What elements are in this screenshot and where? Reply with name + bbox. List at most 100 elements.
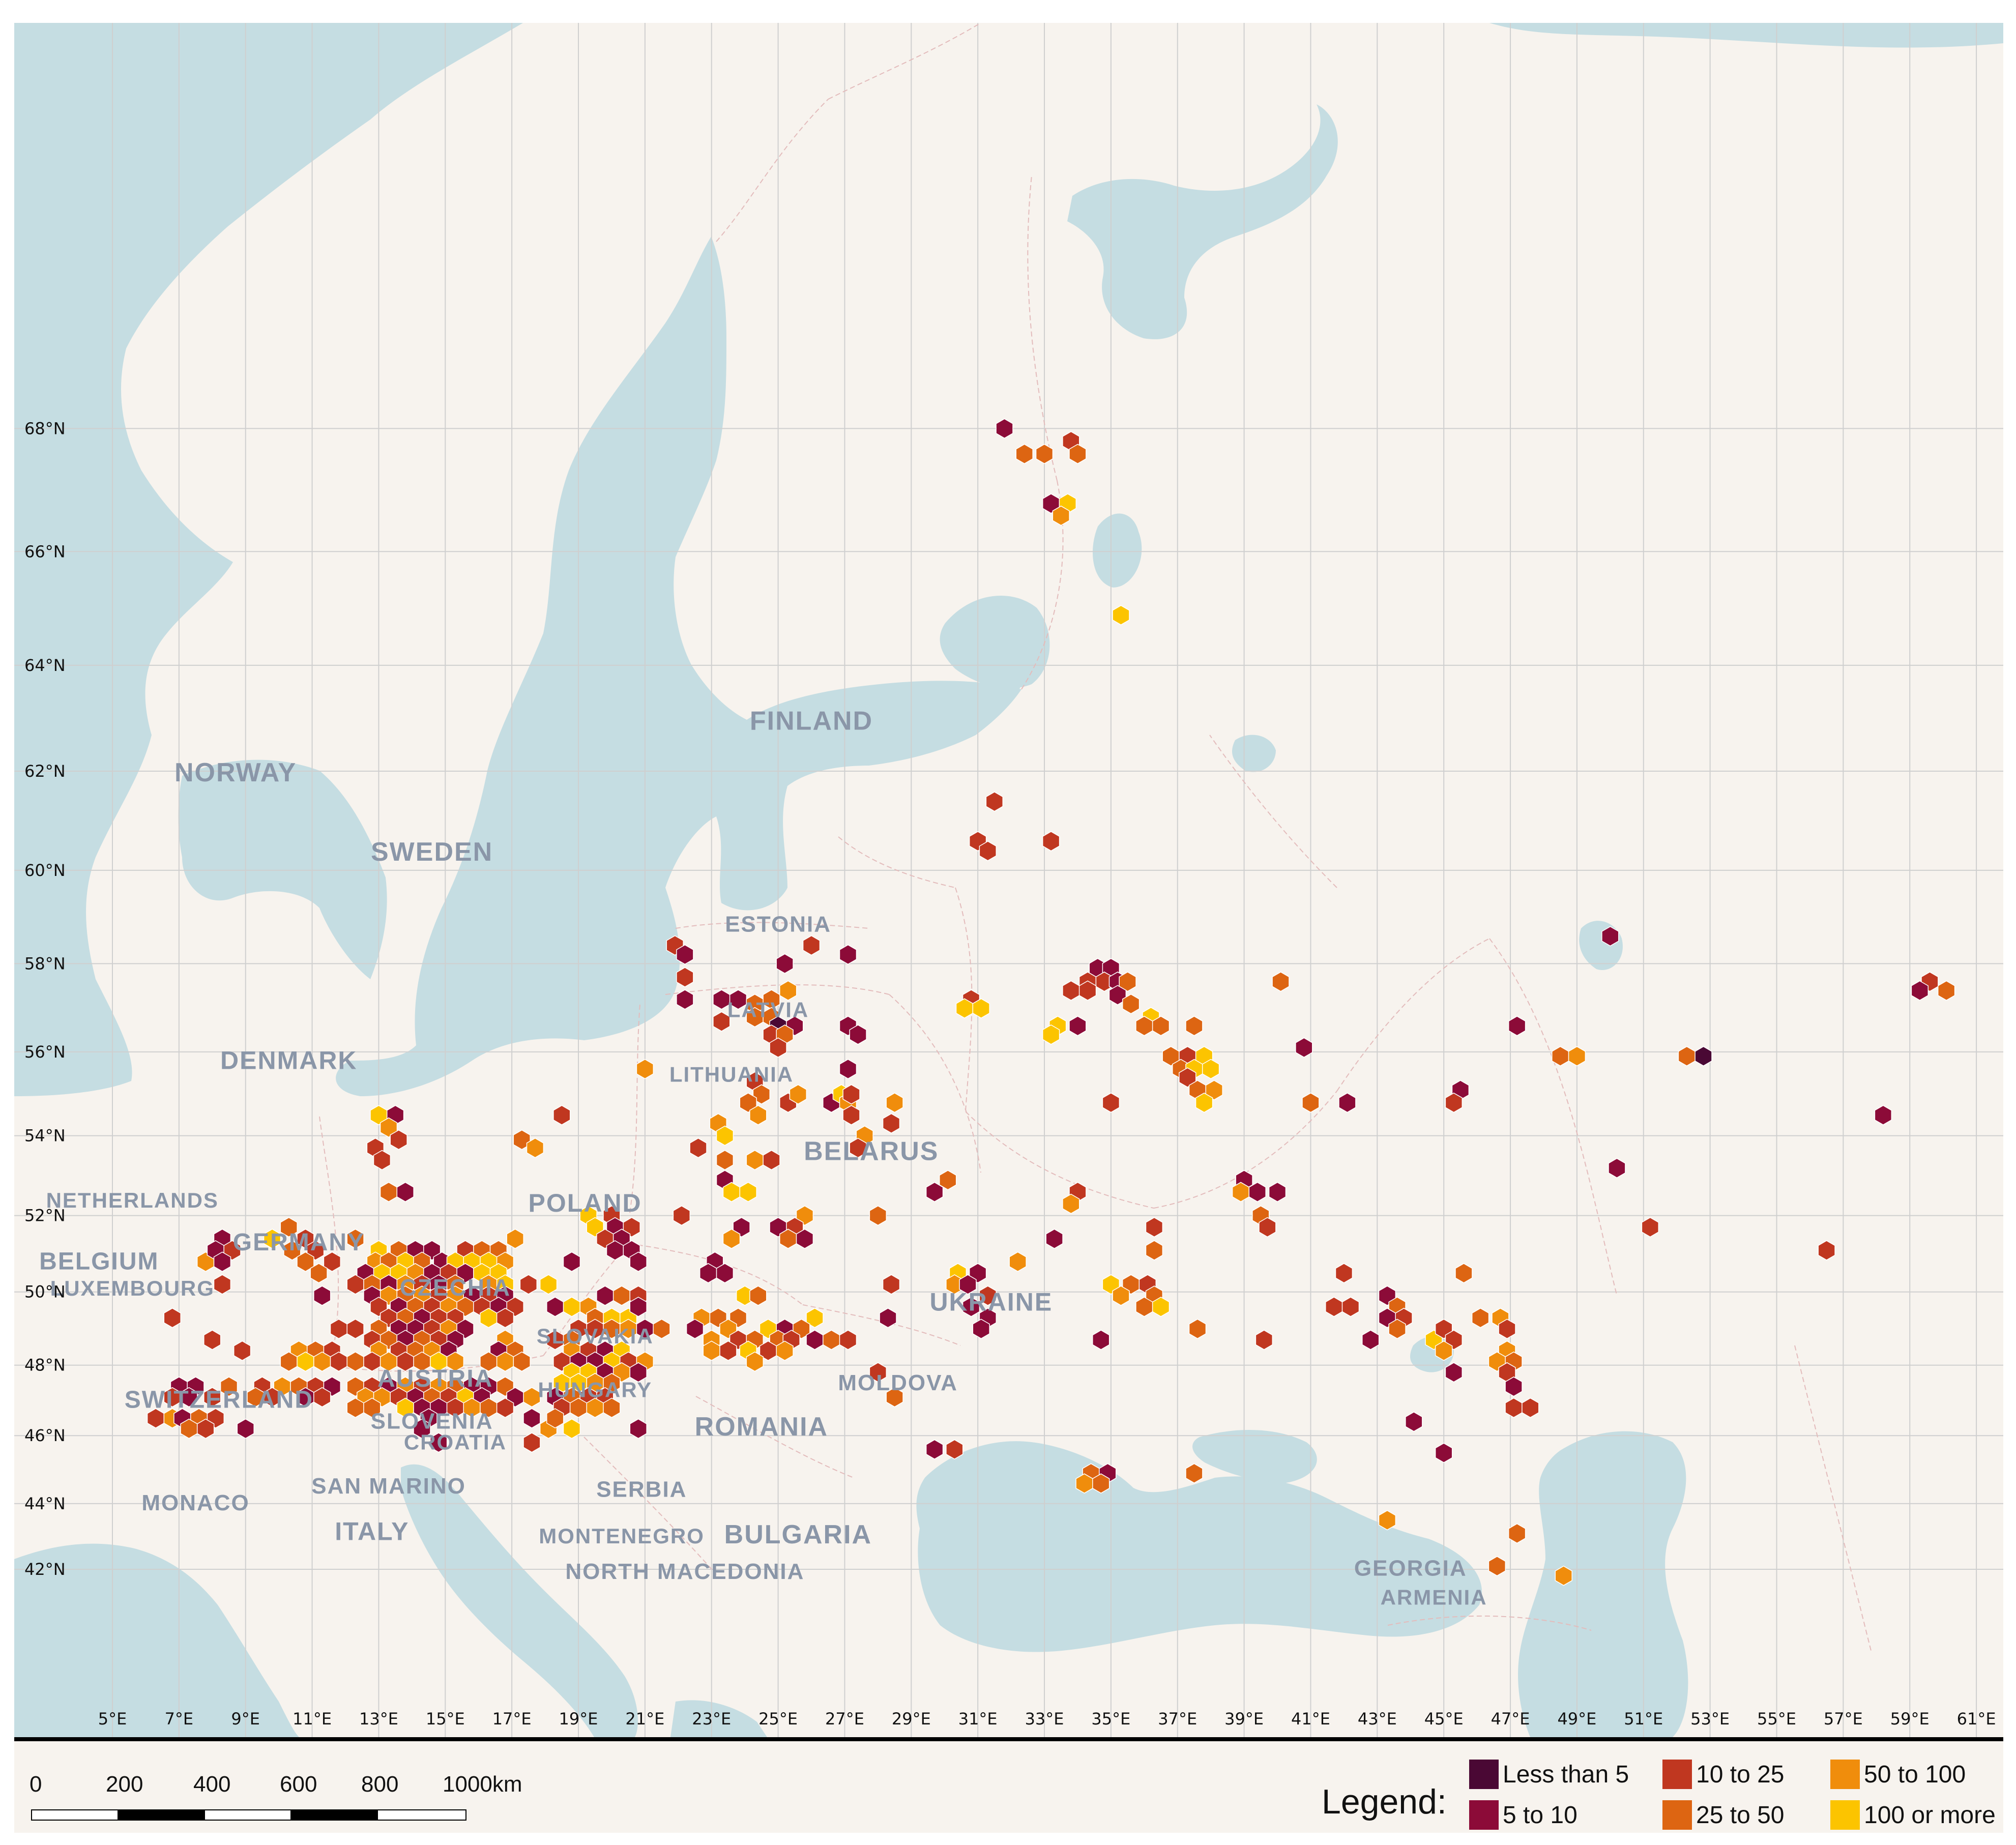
lon-label: 27°E <box>825 1709 864 1729</box>
hexbin-cell <box>1505 1376 1523 1397</box>
hexbin-cell <box>979 1285 997 1306</box>
country-label-estonia: ESTONIA <box>725 912 831 936</box>
hexbin-cell <box>939 1169 957 1190</box>
hexbin-cell <box>763 1150 780 1170</box>
hexbin-cell <box>526 1137 544 1158</box>
hexbin-cell <box>396 1182 414 1203</box>
legend-label: 25 to 50 <box>1696 1801 1785 1829</box>
scale-label-1000km: 1000km <box>443 1772 522 1797</box>
hexbin-cell <box>430 1432 448 1453</box>
hexbin-cell <box>1092 1473 1110 1494</box>
hexbin-cell <box>1608 1158 1626 1179</box>
lon-label: 53°E <box>1690 1709 1730 1729</box>
hexbin-cell <box>1818 1240 1835 1261</box>
hexbin-cell <box>1302 1092 1320 1113</box>
legend-item-50-to-100: 50 to 100 <box>1830 1758 1966 1791</box>
legend-swatch <box>1469 1800 1499 1830</box>
hexbin-cell <box>1259 1217 1276 1238</box>
sea-layer <box>14 23 2003 1737</box>
hexbin-cell <box>722 1228 741 1249</box>
scale-segment-4 <box>290 1809 378 1821</box>
legend-title: Legend: <box>1322 1782 1447 1821</box>
ligurian-sea <box>14 1543 299 1737</box>
lon-label: 19°E <box>559 1709 598 1729</box>
hexbin-cell <box>1522 1397 1539 1418</box>
hexbin-cell <box>776 953 794 974</box>
hexbin-cell <box>1641 1217 1659 1238</box>
lat-label: 54°N <box>24 1126 66 1146</box>
country-label-italy: ITALY <box>335 1517 409 1545</box>
hexbin-cell <box>513 1129 531 1150</box>
hexbin-cell <box>1508 1015 1526 1036</box>
hexbin-cell <box>719 1340 737 1361</box>
hexbin-cell <box>1112 605 1130 626</box>
hexbin-cell <box>506 1228 524 1249</box>
map-frame[interactable]: NORWAY SWEDEN FINLAND DENMARK ESTONIA LATVIA L… <box>14 23 2003 1737</box>
lon-label: 37°E <box>1158 1709 1197 1729</box>
hexbin-cell <box>879 1307 897 1328</box>
rybinsk-reservoir <box>1232 735 1276 772</box>
lon-label: 55°E <box>1757 1709 1796 1729</box>
hexbin-cell <box>629 1362 647 1383</box>
hexbin-cell <box>513 1351 531 1372</box>
hexbin-cell <box>1119 971 1136 992</box>
country-label-finland: FINLAND <box>750 706 873 736</box>
legend-item-less-than-5: Less than 5 <box>1469 1758 1629 1791</box>
hexbin-cell <box>925 1439 944 1460</box>
barents-sea <box>1489 23 2003 48</box>
country-label-hungary: HUNGARY <box>538 1378 652 1402</box>
hexbin-cell <box>1202 1059 1220 1079</box>
hexbin-cell <box>1052 505 1070 526</box>
hexbin-cell <box>496 1307 514 1328</box>
baltic-sea <box>336 237 1021 1096</box>
hexbin-cell <box>1937 980 1955 1001</box>
hexbin-cell <box>263 1387 281 1408</box>
map-bottom-rule <box>14 1737 2003 1741</box>
hexbin-cell <box>959 1274 977 1295</box>
hexbin-cell <box>676 967 694 987</box>
hexbin-cell <box>962 1297 980 1317</box>
hexbin-cell <box>1188 1319 1207 1339</box>
hexbin-cell <box>213 1274 231 1295</box>
hexbin-cell <box>523 1408 541 1428</box>
legend-label: 10 to 25 <box>1696 1761 1785 1788</box>
hexbin-cell <box>196 1418 215 1439</box>
hexbin-cell <box>1035 444 1054 464</box>
hexbin-cell <box>796 1228 814 1249</box>
hexbin-cell <box>839 1330 857 1350</box>
hexbin-cell <box>1445 1362 1463 1383</box>
hexbin-cell <box>716 1263 734 1283</box>
lon-label: 51°E <box>1624 1709 1663 1729</box>
hexbin-cell <box>882 1274 900 1295</box>
hexbin-cell <box>283 1240 301 1261</box>
legend-item-5-to-10: 5 to 10 <box>1469 1798 1577 1832</box>
hexbin-cell <box>713 1011 731 1032</box>
lat-label: 44°N <box>24 1494 66 1513</box>
scale-label-200: 200 <box>106 1772 143 1797</box>
hexbin-cell <box>563 1251 581 1272</box>
hexbin-cell <box>233 1340 251 1361</box>
legend-item-100-or-more: 100 or more <box>1830 1798 1996 1832</box>
legend-swatch <box>1830 1800 1860 1830</box>
hexbin-cell <box>869 1362 887 1383</box>
hexbin-cell <box>180 1387 198 1408</box>
map-canvas[interactable]: NORWAY SWEDEN FINLAND DENMARK ESTONIA LATVIA L… <box>14 23 2003 1737</box>
legend-label: 50 to 100 <box>1864 1761 1966 1788</box>
hexbin-cell <box>553 1105 571 1126</box>
hexbin-cell <box>629 1297 647 1317</box>
hexbin-cell <box>749 1105 767 1126</box>
lon-label: 47°E <box>1491 1709 1530 1729</box>
lon-label: 41°E <box>1291 1709 1330 1729</box>
scale-bar: 0 200 400 600 800 1000km <box>30 1772 522 1823</box>
lon-label: 17°E <box>492 1709 532 1729</box>
hexbin-cell <box>749 1285 767 1306</box>
country-label-poland: POLAND <box>529 1189 642 1217</box>
hexbin-cell <box>653 1319 670 1339</box>
hexbin-cell <box>972 998 990 1019</box>
hexbin-cell <box>746 1351 764 1372</box>
hexbin-cell <box>925 1182 944 1203</box>
hexbin-cell <box>1108 985 1127 1006</box>
hexbin-cell <box>886 1092 903 1113</box>
hexbin-cell <box>163 1307 181 1328</box>
lon-label: 5°E <box>98 1709 127 1729</box>
